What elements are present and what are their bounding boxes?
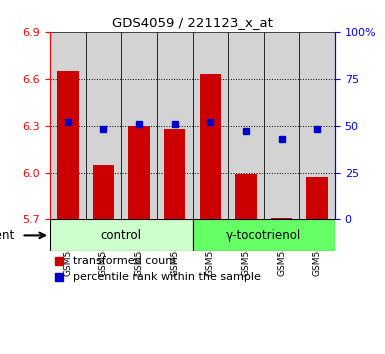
Bar (85, 32, 121, 219)
Text: transformed count: transformed count (73, 256, 177, 266)
Bar (164, 129, 186, 219)
Bar (93, 165, 114, 219)
Bar (271, 218, 292, 219)
Text: agent: agent (0, 229, 15, 242)
Bar (199, 74, 221, 219)
Text: percentile rank within the sample: percentile rank within the sample (73, 272, 261, 282)
Bar (50, 219, 192, 251)
Bar (50, 32, 85, 219)
Bar (121, 32, 157, 219)
Bar (57, 71, 79, 219)
Bar (235, 174, 257, 219)
Bar (228, 32, 264, 219)
Bar (128, 126, 150, 219)
Bar (306, 177, 328, 219)
Bar (264, 32, 300, 219)
Text: control: control (101, 229, 142, 242)
Bar (192, 32, 228, 219)
Title: GDS4059 / 221123_x_at: GDS4059 / 221123_x_at (112, 16, 273, 29)
Bar (157, 32, 192, 219)
Bar (192, 219, 335, 251)
Bar (300, 32, 335, 219)
Text: γ-tocotrienol: γ-tocotrienol (226, 229, 301, 242)
